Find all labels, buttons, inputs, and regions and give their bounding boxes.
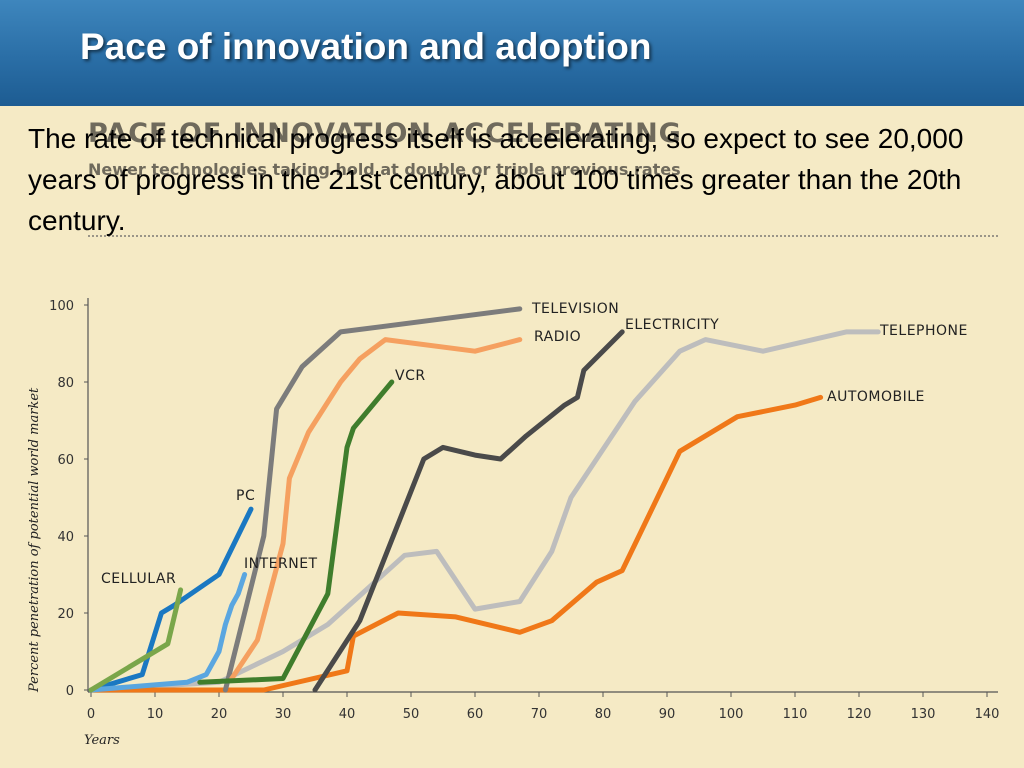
series-line-internet (88, 572, 248, 693)
series-line-cellular (88, 587, 184, 693)
series-label-radio: RADIO (534, 329, 581, 345)
y-tick-label: 100 (49, 299, 74, 314)
x-tick-label: 140 (975, 707, 1000, 722)
series-line-television (222, 306, 523, 693)
series-label-electricity: ELECTRICITY (625, 317, 719, 333)
series-label-pc: PC (236, 488, 255, 504)
series-line-vcr (197, 379, 395, 685)
x-tick-label: 10 (147, 707, 164, 722)
series-line-electricity (312, 329, 625, 693)
y-axis-title: Percent penetration of potential world m… (27, 387, 42, 693)
series-label-television: TELEVISION (531, 301, 619, 317)
series-label-automobile: AUTOMOBILE (827, 389, 925, 405)
x-tick-label: 0 (87, 707, 95, 722)
x-tick-label: 30 (275, 707, 292, 722)
series-line-automobile (88, 394, 824, 693)
title-bar: Pace of innovation and adoption (0, 0, 1024, 106)
x-tick-label: 20 (211, 707, 228, 722)
x-tick-label: 110 (783, 707, 808, 722)
series-label-internet: INTERNET (244, 556, 318, 572)
series-label-vcr: VCR (395, 368, 426, 384)
x-tick-label: 50 (403, 707, 420, 722)
y-tick-label: 20 (57, 607, 74, 622)
dotted-divider (88, 235, 998, 237)
body-text: The rate of technical progress itself is… (28, 123, 964, 236)
series-label-telephone: TELEPHONE (879, 323, 968, 339)
y-tick-label: 40 (57, 530, 74, 545)
series-line-pc (88, 506, 254, 693)
x-tick-label: 80 (595, 707, 612, 722)
x-tick-label: 70 (531, 707, 548, 722)
x-tick-label: 40 (339, 707, 356, 722)
page-title: Pace of innovation and adoption (80, 26, 652, 67)
y-tick-label: 0 (66, 684, 74, 699)
chart-underlay-heading: PACE OF INNOVATION ACCELERATING (88, 118, 682, 149)
series-label-cellular: CELLULAR (101, 571, 176, 587)
x-tick-label: 120 (847, 707, 872, 722)
series-line-radio (229, 337, 523, 681)
chart-underlay-subheading: Newer technologies taking hold at double… (88, 160, 681, 179)
x-tick-label: 100 (719, 707, 744, 722)
x-tick-label: 60 (467, 707, 484, 722)
x-tick-label: 90 (659, 707, 676, 722)
x-tick-label: 130 (911, 707, 936, 722)
y-tick-label: 80 (57, 376, 74, 391)
series-line-telephone (88, 329, 881, 693)
y-tick-label: 60 (57, 453, 74, 468)
x-axis-title: Years (84, 733, 120, 748)
